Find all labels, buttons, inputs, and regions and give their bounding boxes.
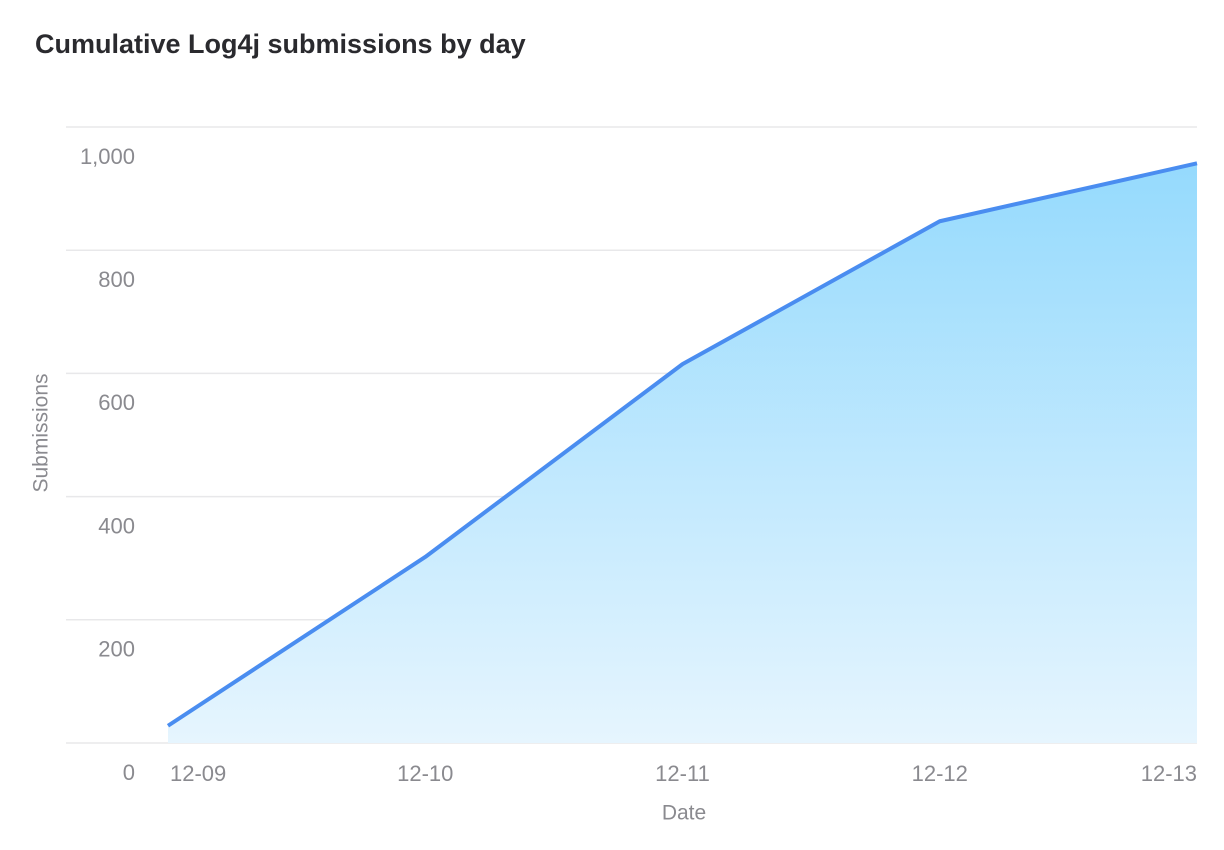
x-axis-title: Date	[662, 802, 706, 825]
chart-title: Cumulative Log4j submissions by day	[35, 29, 526, 59]
x-tick-label: 12-09	[170, 761, 226, 786]
x-tick-label: 12-11	[655, 761, 710, 786]
y-tick-label: 0	[123, 760, 135, 785]
x-tick-label: 12-13	[1141, 761, 1197, 786]
y-tick-label: 1,000	[80, 144, 135, 169]
y-axis-title: Submissions	[30, 373, 53, 492]
y-tick-label: 800	[98, 267, 135, 292]
y-tick-label: 200	[98, 637, 135, 662]
y-tick-label: 400	[98, 513, 135, 538]
area	[168, 163, 1197, 743]
y-tick-label: 600	[98, 390, 135, 415]
x-tick-label: 12-12	[912, 761, 968, 786]
line	[166, 161, 1198, 728]
x-tick-label: 12-10	[397, 761, 453, 786]
